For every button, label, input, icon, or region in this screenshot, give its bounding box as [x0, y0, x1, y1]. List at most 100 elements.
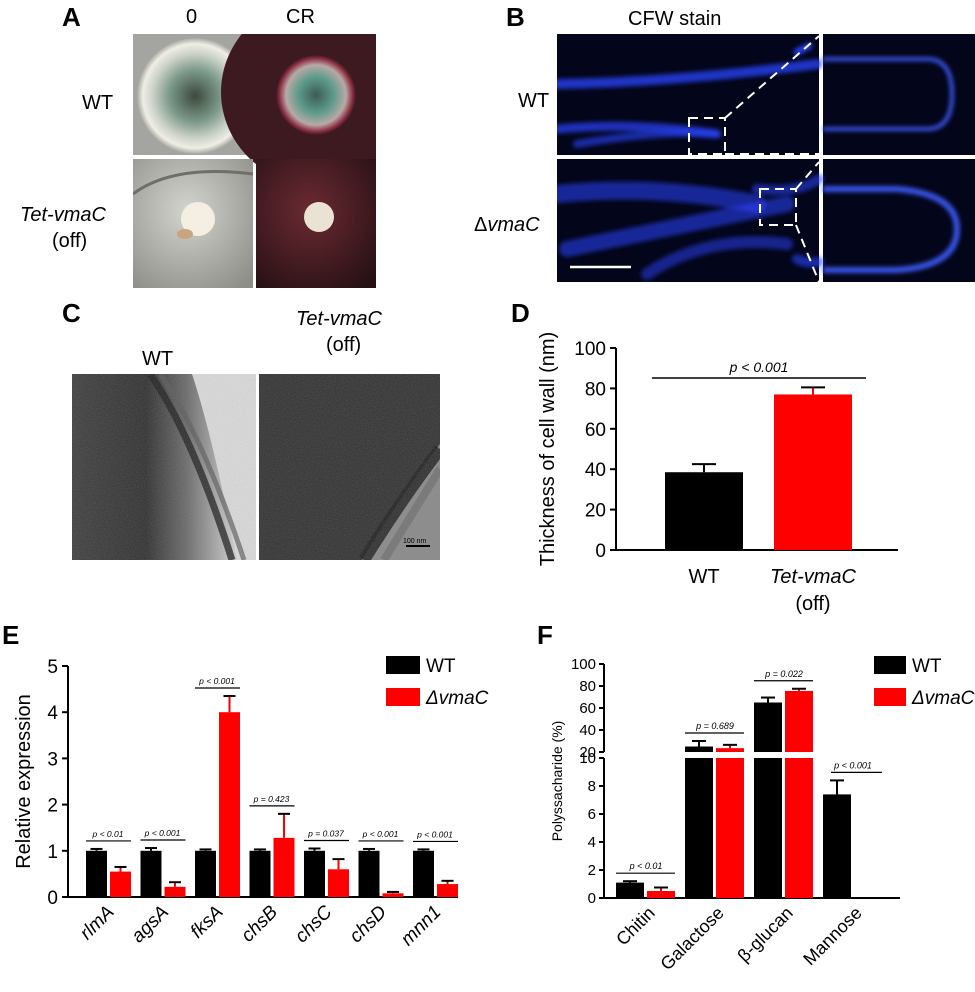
- p-value: p = 0.423: [253, 794, 290, 804]
- y-tick-label: 40: [579, 722, 596, 739]
- y-tick-label: 4: [588, 834, 596, 851]
- panel-letter-e: E: [2, 620, 20, 650]
- bar-chsC-wt: [304, 850, 325, 897]
- panel-c-scale-label: 100 nm: [403, 538, 427, 545]
- x-tick-label: β-glucan: [734, 903, 797, 966]
- bar-mnn1-wt: [413, 850, 434, 897]
- bar-fksA-wt: [195, 850, 216, 897]
- y-tick-label: 0: [47, 888, 58, 909]
- bar-chsD-mutant: [382, 893, 404, 897]
- y-tick-label: 40: [585, 460, 606, 481]
- p-value: p < 0.01: [92, 829, 124, 839]
- x-tick-label: chsC: [291, 901, 337, 947]
- y-axis-label: Relative expression: [13, 694, 35, 869]
- bar-rlmA-wt: [86, 850, 107, 897]
- panel-letter-c: C: [62, 298, 81, 328]
- y-tick-label: 1: [47, 842, 58, 863]
- panel-c-label-off: (off): [326, 334, 362, 356]
- x-tick-label: Mannose: [799, 903, 866, 970]
- bar-chsB-mutant: [273, 837, 295, 897]
- panel-letter-d: D: [511, 298, 530, 328]
- x-tick-label: chsB: [237, 901, 282, 946]
- legend-swatch-wt: [874, 656, 906, 674]
- bar-agsA-mutant: [164, 886, 186, 897]
- y-tick-label: 60: [579, 700, 596, 717]
- bar-agsA-wt: [140, 850, 162, 897]
- p-value: p = 0.037: [307, 828, 344, 838]
- p-value: p < 0.01: [629, 861, 663, 871]
- bar-mnn1-mutant: [437, 884, 458, 897]
- chart-d-cell-wall-thickness: 0 20 40 60 80 100 Thickness of cell wall (nm) W…: [537, 332, 898, 615]
- panel-b-row-label-wt: WT: [518, 90, 550, 112]
- y-tick-label: 10: [579, 750, 596, 767]
- bar-Tet-vmaC: [774, 394, 852, 550]
- y-tick-label: 20: [579, 744, 596, 761]
- x-tick-label: agsA: [128, 902, 173, 947]
- p-value: p < 0.001: [833, 760, 872, 770]
- bar-β-glucan-wt-upper: [754, 702, 782, 752]
- legend-swatch-mutant: [874, 688, 906, 706]
- y-tick-label: 8: [588, 778, 596, 795]
- panel-a-row-label-off: (off): [52, 230, 88, 252]
- y-tick-label: 2: [588, 862, 596, 879]
- p-value: p < 0.001: [362, 829, 399, 839]
- bar-Galactose-wt-upper: [685, 746, 713, 752]
- panel-b-title: CFW stain: [628, 8, 722, 30]
- chart-e-relative-expression: 0 1 2 3 4 5 Relative expression p < 0.01 rlmA p <…: [13, 656, 489, 950]
- plate-mutant-0: [133, 159, 254, 288]
- panel-a-row-label-wt: WT: [82, 92, 114, 114]
- bar-WT: [665, 472, 743, 550]
- y-axis-label: Polyssacharide (%): [549, 721, 565, 842]
- x-tick-label: Galactose: [656, 903, 727, 974]
- y-tick-label: 80: [585, 379, 606, 400]
- y-tick-label: 0: [588, 890, 596, 907]
- x-tick-label: Chitin: [612, 903, 659, 950]
- panel-a-col-label-cr: CR: [286, 6, 315, 28]
- panel-a-col-label-0: 0: [186, 6, 198, 28]
- bar-Galactose-mutant-lower: [716, 758, 744, 898]
- legend-label: WT: [912, 656, 942, 677]
- x-tick-label: rlmA: [76, 902, 118, 944]
- bar-chsD-wt: [358, 850, 380, 897]
- bar-β-glucan-mutant-lower: [785, 758, 813, 898]
- bar-fksA-mutant: [219, 712, 240, 897]
- bar-chsC-mutant: [328, 869, 349, 897]
- panel-c-tem-images: 100 nm: [72, 374, 440, 560]
- y-axis-label: Thickness of cell wall (nm): [537, 332, 559, 567]
- y-tick-label: 60: [585, 420, 606, 441]
- panel-c-label-wt: WT: [142, 348, 174, 370]
- plate-wt-cr: [221, 34, 376, 187]
- p-value: p < 0.001: [416, 829, 453, 839]
- x-tick-label: fksA: [187, 902, 228, 943]
- bar-β-glucan-wt-lower: [754, 758, 782, 898]
- y-tick-label: 80: [579, 678, 596, 695]
- y-tick-label: 20: [585, 501, 606, 522]
- bar-Chitin-mutant: [647, 891, 675, 898]
- bar-Chitin-wt: [616, 882, 644, 898]
- panel-b-microscopy: [557, 34, 975, 282]
- y-tick-label: 3: [47, 749, 58, 770]
- y-tick-label: 2: [47, 796, 58, 817]
- legend-label: ΔvmaC: [911, 688, 975, 709]
- p-value: p = 0.022: [764, 669, 803, 679]
- chart-f-polysaccharide: 20 40 60 80 100 0 2 4 6 8 10 Polyssacharide (%) p < …: [549, 656, 975, 974]
- legend-swatch-wt: [386, 656, 420, 674]
- y-tick-label: 100: [571, 656, 596, 673]
- bar-Galactose-wt-lower: [685, 758, 713, 898]
- panel-letter-f: F: [537, 620, 553, 650]
- bar-rlmA-mutant: [110, 871, 131, 897]
- x-tick-label: WT: [688, 566, 719, 588]
- y-tick-label: 4: [47, 703, 58, 724]
- panel-a-row-label-tet-vmac: Tet-vmaC: [20, 204, 106, 226]
- panel-letter-b: B: [506, 2, 525, 32]
- legend-label: WT: [426, 656, 456, 677]
- x-tick-sublabel: (off): [795, 593, 830, 615]
- y-tick-label: 6: [588, 806, 596, 823]
- plate-mutant-cr: [256, 159, 376, 288]
- y-tick-label: 5: [47, 657, 58, 678]
- p-value: p = 0.689: [695, 721, 734, 731]
- y-tick-label: 0: [595, 541, 606, 562]
- panel-a-plate-photos: [133, 34, 376, 288]
- p-value: p < 0.001: [198, 676, 235, 686]
- bar-Mannose-wt: [823, 794, 851, 898]
